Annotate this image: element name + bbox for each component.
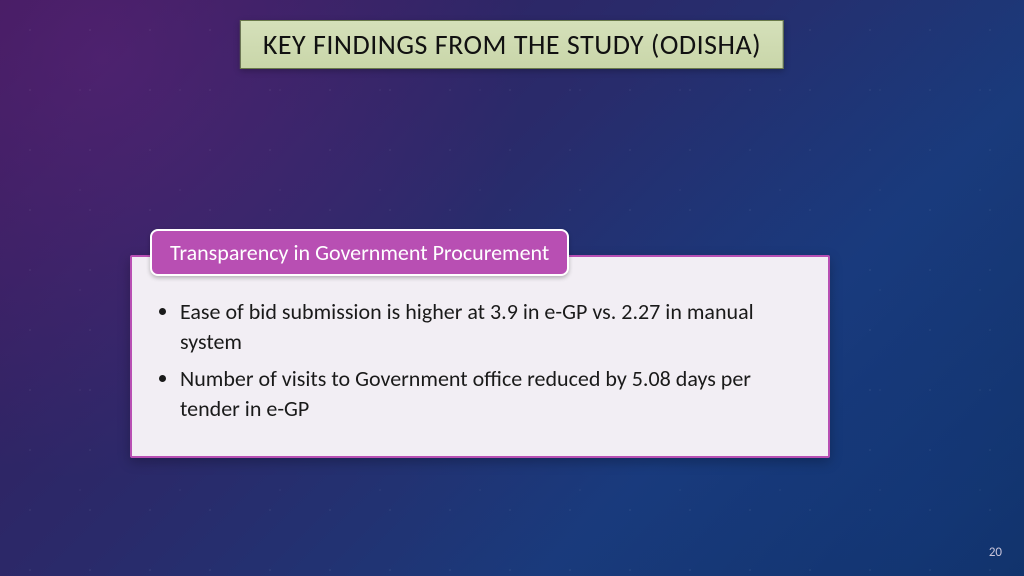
slide-title: KEY FINDINGS FROM THE STUDY (ODISHA) — [263, 27, 761, 62]
list-item: Number of visits to Government office re… — [180, 364, 798, 423]
bullet-list: Ease of bid submission is higher at 3.9 … — [180, 297, 798, 424]
page-number: 20 — [989, 545, 1002, 560]
list-item: Ease of bid submission is higher at 3.9 … — [180, 297, 798, 356]
slide: KEY FINDINGS FROM THE STUDY (ODISHA) Tra… — [0, 0, 1024, 576]
callout-container: Transparency in Government Procurement E… — [130, 255, 830, 458]
title-box: KEY FINDINGS FROM THE STUDY (ODISHA) — [240, 20, 784, 69]
callout-body: Ease of bid submission is higher at 3.9 … — [130, 255, 830, 458]
callout-header: Transparency in Government Procurement — [150, 229, 569, 276]
